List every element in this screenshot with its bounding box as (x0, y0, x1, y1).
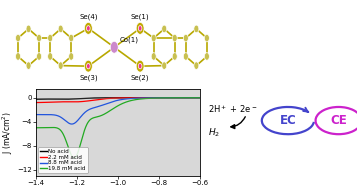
Circle shape (139, 64, 142, 69)
Y-axis label: J (mA/cm$^{2}$): J (mA/cm$^{2}$) (1, 111, 15, 154)
X-axis label: E (V) vs. Fc$^{+/0}$: E (V) vs. Fc$^{+/0}$ (91, 187, 145, 189)
Text: CE: CE (330, 114, 347, 127)
Circle shape (139, 26, 142, 31)
Circle shape (58, 25, 63, 33)
Legend: No acid, 2.2 mM acid, 8.8 mM acid, 19.8 mM acid: No acid, 2.2 mM acid, 8.8 mM acid, 19.8 … (39, 147, 87, 173)
Circle shape (86, 26, 90, 31)
Circle shape (204, 53, 209, 60)
Circle shape (26, 25, 31, 33)
Text: Se(3): Se(3) (79, 75, 98, 81)
Circle shape (69, 53, 74, 60)
Circle shape (84, 22, 92, 34)
Circle shape (58, 62, 63, 69)
Circle shape (162, 25, 167, 33)
Circle shape (183, 34, 188, 42)
Text: EC: EC (280, 114, 296, 127)
Circle shape (16, 53, 21, 60)
Circle shape (48, 34, 53, 42)
Circle shape (86, 64, 90, 69)
Text: 2H$^+$ + 2e$^-$: 2H$^+$ + 2e$^-$ (208, 103, 258, 115)
Circle shape (194, 25, 199, 33)
Circle shape (84, 60, 92, 72)
Circle shape (26, 62, 31, 69)
Circle shape (136, 22, 144, 34)
Circle shape (110, 41, 118, 53)
Circle shape (204, 34, 209, 42)
Text: Se(4): Se(4) (79, 13, 97, 20)
Circle shape (172, 53, 177, 60)
Circle shape (151, 53, 156, 60)
Circle shape (172, 34, 177, 42)
Text: Se(2): Se(2) (131, 75, 149, 81)
Circle shape (136, 60, 144, 72)
Circle shape (48, 53, 53, 60)
FancyArrowPatch shape (231, 117, 245, 129)
Circle shape (16, 34, 21, 42)
Circle shape (194, 62, 199, 69)
Circle shape (183, 53, 188, 60)
Text: Se(1): Se(1) (131, 13, 150, 20)
Circle shape (69, 34, 74, 42)
Circle shape (151, 34, 156, 42)
Text: Co(1): Co(1) (120, 37, 139, 43)
Text: H$_2$: H$_2$ (208, 126, 220, 139)
Circle shape (162, 62, 167, 69)
Circle shape (36, 53, 41, 60)
Circle shape (36, 34, 41, 42)
